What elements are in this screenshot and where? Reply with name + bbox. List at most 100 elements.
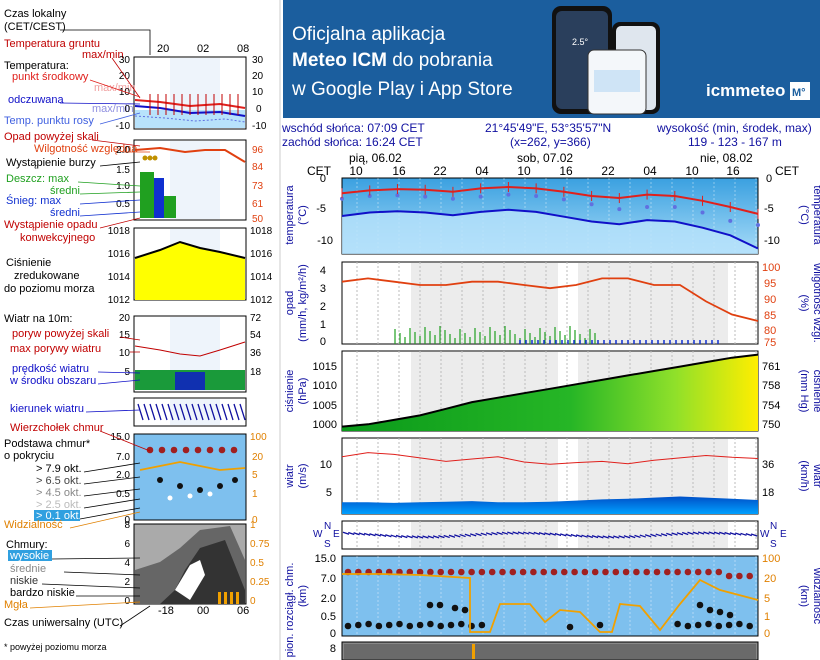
cloud-top-dot — [705, 568, 712, 576]
cloud-top-dot — [602, 568, 609, 576]
wind-arrow — [729, 532, 737, 536]
precip-tick-1: 3 — [320, 283, 326, 295]
legend-wind-arrow — [197, 403, 204, 421]
wind-arrow — [671, 532, 678, 536]
temp-tick-r0: 0 — [766, 173, 772, 185]
cloud-top-dot — [561, 568, 568, 576]
lg-cover-l4: 0 — [124, 596, 130, 607]
lg-temp-l4: -10 — [116, 121, 131, 132]
cloud-base-dot — [694, 621, 702, 629]
legend-dew-point: Temp. punktu rosy — [4, 115, 94, 127]
compass-e-left: E — [333, 529, 340, 540]
cloud-base-dot — [746, 622, 753, 630]
cloud-top-dot — [488, 568, 496, 576]
legend-wind-arrow — [155, 403, 162, 421]
compass-s-right: S — [770, 539, 777, 550]
wind-arrow — [443, 534, 450, 539]
lg-pres-r0: 1018 — [250, 226, 273, 237]
legend-max-gust: max porywy wiatru — [10, 343, 101, 355]
phone-temp: 2.5° — [572, 37, 589, 47]
hour-labels: 10 16 22 04 10 16 22 04 10 16 — [349, 164, 740, 178]
legend-cloud-base-dot — [217, 483, 223, 489]
legend-humidity: Wilgotność względna — [34, 143, 138, 155]
lg-cover-l3: 2 — [124, 577, 130, 588]
legend-wind-arrow — [227, 403, 234, 421]
lg-hum-r2: 73 — [252, 181, 264, 192]
wind-arrow — [528, 531, 535, 535]
legend-cloud-top: Wierzchołek chmur — [10, 422, 104, 434]
temp-tick-0: 0 — [320, 173, 326, 185]
legend-cloud-top-dot — [158, 446, 166, 454]
legend-pressure: Ciśnienie — [6, 257, 51, 269]
lg-temp-r2: 10 — [252, 87, 264, 98]
dew-point-dot — [561, 197, 566, 202]
legend-marks — [134, 58, 246, 604]
wind-axis-unit-right: (km/h) — [798, 460, 810, 491]
legend-convective: Wystąpienie opadu — [4, 219, 97, 231]
wind-arrow — [538, 531, 546, 536]
vis-axis-title: widzialność — [811, 567, 820, 625]
legend-wind10: Wiatr na 10m: — [4, 313, 72, 325]
legend-top-hour-1: 02 — [197, 43, 209, 55]
lg-pres-r2: 1014 — [250, 272, 273, 283]
precip-axis-title: opad — [284, 291, 296, 315]
coordinates-text: 21°45'49"E, 53°35'57"N — [485, 121, 611, 135]
legend-visibility: Widzialność — [4, 519, 63, 531]
hum-tick-0: 100 — [762, 262, 780, 274]
wind-axis-title: wiatr — [284, 464, 296, 489]
wind-arrow — [491, 531, 498, 536]
legend-cloud-base-dot-light — [187, 493, 193, 499]
legend-clouds: Chmury: — [6, 539, 48, 551]
wind-arrow — [459, 533, 466, 538]
cloud-base-dot — [725, 621, 733, 629]
lg-vis-r2: 5 — [252, 470, 258, 481]
presr-tick-1: 758 — [762, 380, 780, 392]
presr-tick-0: 761 — [762, 361, 780, 373]
compass-e-right: E — [780, 529, 787, 540]
wind-arrow — [607, 535, 615, 539]
cloud-top-dot — [540, 568, 547, 576]
wind-speed-area — [342, 496, 758, 514]
legend-high: wysokie — [9, 550, 49, 562]
day-label-sat: sob, 07.02 — [517, 151, 573, 165]
visibility-line — [342, 573, 759, 633]
cloud-top-dot — [643, 568, 650, 576]
lg-cover-l1: 6 — [124, 539, 130, 550]
lg-cover-r1: 0.75 — [250, 539, 270, 550]
legend-wind-arrow — [167, 403, 174, 421]
legend-bottom-hour-1: 00 — [197, 605, 209, 617]
cloud-base-dot — [436, 601, 444, 609]
cet-label-left: CET — [307, 164, 332, 178]
legend-wind-dir: kierunek wiatru — [10, 403, 84, 415]
lg-cover-l0: 8 — [124, 520, 130, 531]
lg-wind-l2: 10 — [119, 348, 131, 359]
legend-wind-arrow — [203, 403, 210, 421]
cloud-base-dot — [437, 622, 445, 630]
legend-pressure3: do poziomu morza — [4, 283, 95, 295]
legend-feels-like: odczuwana — [8, 94, 65, 106]
temp-tick-1: -5 — [316, 203, 326, 215]
day-label-sun: nie, 08.02 — [700, 151, 753, 165]
lg-cloud-l2: 2.0 — [116, 470, 130, 481]
dew-point-dot — [367, 193, 372, 198]
hour-label: 10 — [685, 164, 699, 178]
cloud-base-dot — [715, 622, 723, 630]
dew-point-dot — [478, 194, 483, 199]
wind-arrow — [390, 534, 397, 538]
cloud-base-dot — [674, 620, 681, 628]
dew-point-dot — [700, 210, 705, 215]
cloud-top-dot — [746, 572, 753, 580]
lg-temp-r1: 20 — [252, 71, 264, 82]
legend-local-time: Czas lokalny — [4, 8, 67, 20]
legend-wind-arrow — [179, 403, 186, 421]
feels-like-line — [341, 208, 759, 250]
legend-cloud-top-dot — [218, 446, 226, 454]
lg-vis-r3: 1 — [252, 489, 258, 500]
sunrise-text: wschód słońca: 07:09 CET — [281, 121, 425, 135]
legend-soil-maxmin: max/min — [82, 49, 124, 61]
lg-pres-l0: 1018 — [108, 226, 131, 237]
temp-axis-unit-right: (°C) — [798, 205, 810, 225]
app-banner[interactable] — [283, 0, 820, 118]
wind-arrow — [602, 535, 609, 539]
compass-w-left: W — [313, 529, 323, 540]
